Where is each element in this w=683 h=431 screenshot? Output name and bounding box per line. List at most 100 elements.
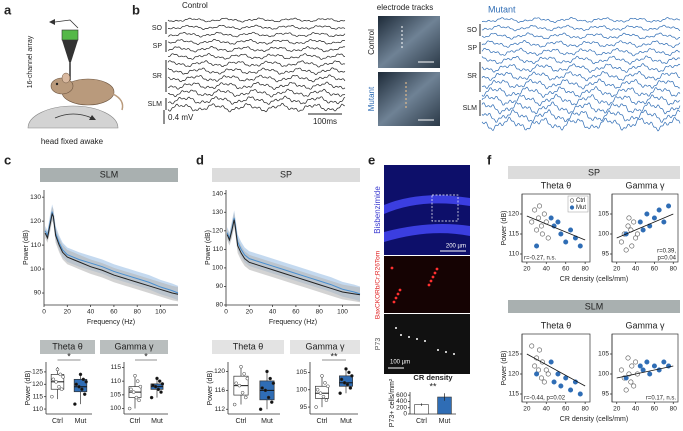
y-tick-label: 105 [110, 392, 121, 399]
y-tick-label: 100 [110, 405, 121, 412]
y-tick-label: 200 [396, 404, 407, 411]
x-tick-label: 40 [632, 266, 640, 273]
panel-header [212, 168, 360, 182]
data-point [577, 391, 583, 397]
x-tick-label: 0 [224, 309, 228, 316]
data-point [323, 381, 327, 385]
data-point [348, 386, 353, 390]
data-point [270, 400, 274, 404]
data-point [625, 355, 631, 361]
data-point [634, 231, 640, 237]
data-point [135, 379, 140, 383]
data-point [558, 383, 564, 389]
data-point [538, 375, 544, 381]
data-point [232, 402, 237, 407]
lfp-trace [481, 70, 681, 82]
x-tick-label: 40 [543, 406, 551, 413]
mouse-illustration: 16-channel array head fixed awake [27, 19, 124, 146]
data-point [534, 227, 540, 233]
significance: * [144, 351, 148, 361]
x-tick-label: 80 [670, 266, 678, 273]
x-tick-label: 40 [269, 309, 277, 316]
data-point [324, 398, 329, 402]
data-point [59, 387, 64, 391]
panel-label: b [132, 2, 140, 17]
lfp-trace [481, 17, 680, 24]
y-tick-label: 115 [509, 391, 520, 398]
cell-dot [392, 300, 396, 304]
data-point [263, 388, 268, 393]
data-point [545, 235, 551, 241]
cell-dot [395, 327, 397, 329]
x-tick-label: 60 [292, 309, 300, 316]
data-point [131, 390, 136, 394]
data-point [558, 231, 564, 237]
x-tick-label: Mut [75, 418, 87, 425]
data-point [271, 381, 276, 386]
panel-header-label: SP [280, 169, 292, 179]
array-label: 16-channel array [27, 35, 34, 88]
data-point [137, 398, 141, 403]
data-point [532, 207, 538, 213]
x-tick-label: 100 [337, 309, 348, 316]
scale-voltage: 0.4 mV [168, 113, 194, 122]
data-point [320, 374, 324, 378]
data-point [73, 402, 77, 406]
y-tick-label: 110 [213, 246, 224, 253]
x-tick-label: 20 [246, 309, 254, 316]
data-point [661, 219, 667, 225]
y-tick-label: 100 [598, 371, 609, 378]
data-point [626, 215, 632, 221]
panel-label: f [487, 152, 492, 167]
cell-dot [433, 271, 437, 275]
data-point [623, 247, 629, 253]
panel-header-label: Theta θ [52, 341, 83, 351]
lfp-trace [481, 55, 681, 65]
cell-dot [390, 266, 394, 270]
cell-dot [408, 336, 410, 338]
lfp-trace [481, 47, 681, 57]
data-point [563, 375, 569, 381]
y-tick-label: 120 [214, 368, 225, 375]
data-point [127, 406, 132, 411]
image-label: Control [367, 29, 376, 55]
significance: * [67, 351, 71, 361]
y-tick-label: 120 [508, 211, 519, 218]
lfp-trace [167, 46, 346, 53]
lfp-trace [481, 63, 681, 73]
y-tick-label: 110 [33, 406, 44, 413]
lfp-trace [481, 109, 681, 123]
stat-annotation: r=-0.44, p=0.02 [524, 396, 566, 402]
control-label: Control [182, 1, 208, 10]
panel-header [40, 340, 95, 354]
data-point [529, 343, 535, 349]
data-point [640, 227, 646, 233]
stain-band [384, 195, 470, 242]
y-tick-label: 110 [111, 378, 122, 385]
stat-annotation: p=0.04 [657, 256, 676, 262]
data-point [155, 376, 159, 381]
data-point [315, 387, 320, 392]
lfp-trace [168, 88, 346, 98]
lfp-trace [481, 78, 681, 90]
data-point [529, 219, 535, 225]
x-tick-label: 40 [632, 406, 640, 413]
tdtom-image [384, 256, 470, 313]
data-point [347, 370, 351, 375]
panel-header [40, 168, 178, 182]
y-tick-label: 120 [32, 381, 43, 388]
significance: ** [429, 381, 437, 391]
x-tick-label: 20 [613, 266, 621, 273]
cell-dot [431, 275, 435, 279]
y-tick-label: 0 [403, 411, 407, 418]
data-point [644, 359, 650, 365]
lfp-trace [481, 93, 681, 107]
x-tick-label: 60 [562, 406, 570, 413]
data-point [548, 215, 554, 221]
data-point [536, 347, 542, 353]
data-point [577, 243, 583, 249]
stat-annotation: r=0.39, [657, 249, 676, 255]
y-tick-label: 130 [212, 209, 223, 216]
y-tick-label: 115 [33, 393, 44, 400]
x-axis-label: Frequency (Hz) [269, 319, 317, 326]
